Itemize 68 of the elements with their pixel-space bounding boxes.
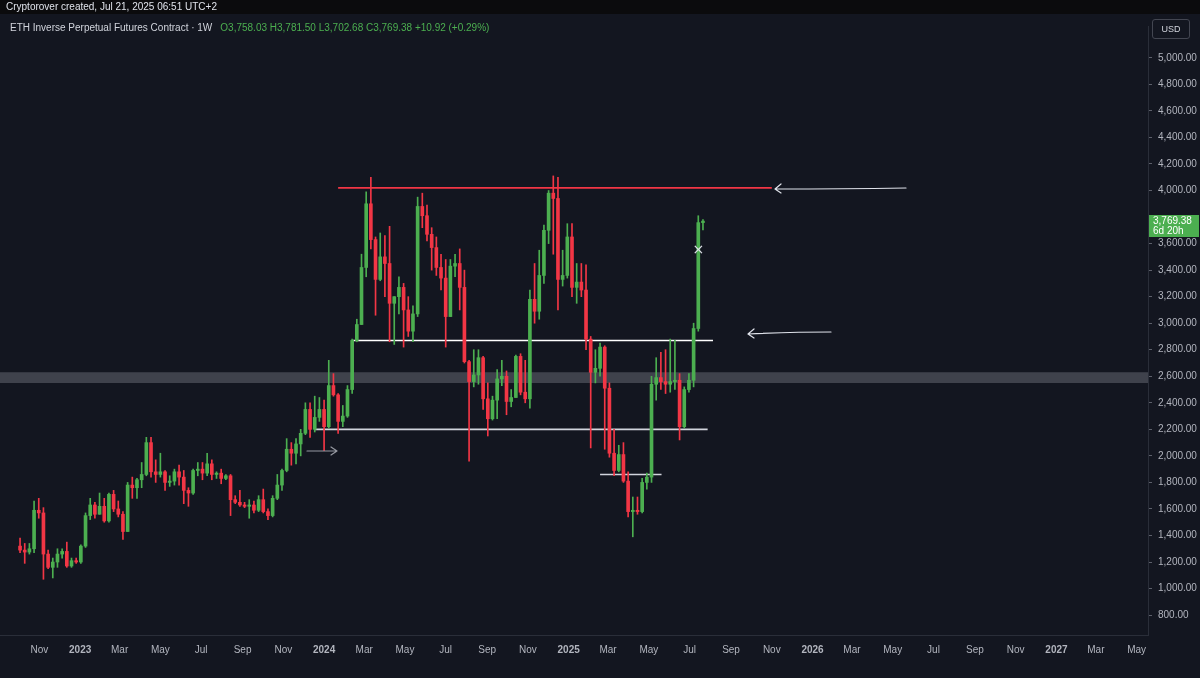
- x-tick-label: 2027: [1045, 643, 1069, 655]
- y-tick-label: 2,200.00: [1158, 423, 1198, 435]
- candlestick: [500, 360, 504, 386]
- x-tick-label: 2025: [557, 643, 581, 655]
- x-tick-label: Nov: [1006, 643, 1025, 655]
- x-tick-label: 2024: [312, 643, 336, 655]
- candlestick: [167, 475, 172, 487]
- y-tick-label: 2,800.00: [1158, 343, 1198, 355]
- y-tick-label: 1,000.00: [1158, 582, 1198, 594]
- y-tick-label: 3,400.00: [1158, 263, 1198, 275]
- y-tick-label: 2,400.00: [1158, 396, 1198, 408]
- y-tick-label: 4,600.00: [1158, 104, 1198, 116]
- candlestick: [130, 476, 135, 499]
- x-tick-label: Jul: [683, 643, 696, 655]
- y-tick-label: 4,400.00: [1158, 131, 1198, 143]
- x-tick-label: Sep: [966, 643, 985, 655]
- candlestick: [523, 360, 528, 404]
- candlestick: [659, 352, 663, 390]
- x-tick-label: Jul: [194, 643, 208, 655]
- x-tick-label: Nov: [518, 643, 537, 655]
- candlestick: [453, 253, 457, 278]
- annotation: ×: [692, 240, 705, 257]
- x-tick-label: Mar: [843, 643, 862, 655]
- text: USD: [1152, 19, 1190, 39]
- y-tick-label: 800.00: [1158, 608, 1190, 620]
- x-tick-label: Mar: [599, 643, 618, 655]
- y-tick-label: 2,600.00: [1158, 370, 1198, 382]
- x-tick-label: May: [1127, 643, 1147, 655]
- x-tick-label: Mar: [1087, 643, 1106, 655]
- y-tick-label: 5,000.00: [1158, 51, 1198, 63]
- y-tick-label: 1,400.00: [1158, 529, 1198, 541]
- x-tick-label: 2023: [69, 643, 92, 655]
- y-tick-label: 3,000.00: [1158, 316, 1198, 328]
- x-tick-label: Sep: [722, 643, 741, 655]
- x-tick-label: Mar: [355, 643, 374, 655]
- x-tick-label: Sep: [233, 643, 252, 655]
- y-tick-label: 4,200.00: [1158, 157, 1198, 169]
- x-tick-label: 2026: [801, 643, 825, 655]
- x-tick-label: Sep: [478, 643, 497, 655]
- y-tick-label: 1,800.00: [1158, 476, 1198, 488]
- chart-subtitle: O3,758.03 H3,781.50 L3,702.68 C3,769.38 +10.92 (+0.29%): [220, 22, 490, 33]
- candlestick: [471, 349, 476, 388]
- candlestick: [630, 496, 635, 538]
- candlestick: [247, 499, 252, 519]
- x-tick-label: Mar: [110, 643, 129, 655]
- text: Cryptorover created, Jul 21, 2025 06:51 UTC+2: [0, 0, 1200, 14]
- x-tick-label: Nov: [274, 643, 293, 655]
- y-tick-label: 1,200.00: [1158, 555, 1198, 567]
- x-tick-label: May: [150, 643, 170, 655]
- candlestick: [36, 498, 41, 519]
- x-tick-label: May: [395, 643, 415, 655]
- x-tick-label: May: [639, 643, 659, 655]
- x-tick-label: Nov: [762, 643, 781, 655]
- chart-title: ETH Inverse Perpetual Futures Contract · 1W: [10, 22, 213, 33]
- x-tick-label: Jul: [439, 643, 453, 655]
- text: 3,769.38: [1153, 214, 1193, 226]
- x-tick-label: Nov: [30, 643, 49, 655]
- y-tick-label: 1,600.00: [1158, 502, 1198, 514]
- y-tick-label: 3,200.00: [1158, 290, 1198, 302]
- y-tick-label: 4,000.00: [1158, 184, 1198, 196]
- text: 6d 20h: [1153, 224, 1184, 236]
- y-tick-label: 3,600.00: [1158, 237, 1198, 249]
- y-tick-label: 2,000.00: [1158, 449, 1198, 461]
- candlestick: [668, 338, 673, 393]
- x-tick-label: Jul: [927, 643, 940, 655]
- candlestick: [574, 263, 579, 304]
- x-tick-label: May: [883, 643, 903, 655]
- y-tick-label: 4,800.00: [1158, 78, 1198, 90]
